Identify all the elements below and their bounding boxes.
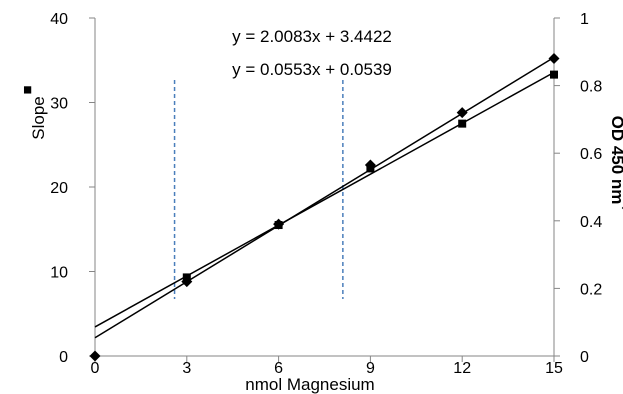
right-tick-label: 0.8 (580, 79, 602, 96)
left-tick-label: 30 (50, 96, 68, 113)
y-axis-left-marker: ■ (19, 85, 36, 94)
left-tick-label: 40 (50, 11, 68, 28)
left-axis: 0 10 20 30 40 (50, 11, 96, 366)
trendline-slope (94, 71, 555, 328)
y-axis-left-title-text: Slope (29, 96, 48, 139)
data-points (89, 53, 560, 362)
x-axis: 0 3 6 9 12 15 (91, 355, 563, 377)
x-tick-label: 6 (274, 360, 283, 377)
left-tick-label: 20 (50, 180, 68, 197)
data-point-diamond (548, 53, 560, 65)
reference-lines (173, 80, 344, 299)
right-tick-label: 0.2 (580, 281, 602, 298)
right-tick-label: 0 (580, 349, 589, 366)
x-tick-label: 15 (545, 360, 563, 377)
x-tick-label: 3 (182, 360, 191, 377)
left-legend-symbol: ■ (19, 85, 36, 94)
data-point-diamond (89, 350, 101, 362)
y-axis-right-marker: ◆ (620, 201, 623, 215)
data-point-diamond (364, 159, 376, 171)
right-tick-label: 0.6 (580, 146, 602, 163)
trendline-od (94, 56, 555, 339)
y-axis-right-title: OD 450 nm (608, 116, 623, 205)
y-axis-left-title: Slope (29, 96, 48, 139)
x-tick-label: 12 (453, 360, 471, 377)
data-point-diamond (181, 276, 193, 288)
left-tick-label: 0 (59, 349, 68, 366)
x-tick-label: 0 (91, 360, 100, 377)
data-point-square (458, 119, 467, 128)
right-tick-label: 0.4 (580, 214, 602, 231)
right-legend-symbol: ◆ (620, 201, 623, 215)
y-axis-right-title-text: OD 450 nm (608, 116, 623, 205)
x-axis-title: nmol Magnesium (245, 375, 374, 394)
trendlines (94, 56, 555, 339)
equation-od: y = 0.0553x + 0.0539 (232, 60, 392, 79)
data-point-diamond (273, 218, 285, 230)
data-point-square (550, 70, 558, 79)
right-axis: 0 0.2 0.4 0.6 0.8 1 (553, 11, 602, 366)
equation-slope: y = 2.0083x + 3.4422 (232, 27, 392, 46)
data-point-diamond (456, 107, 468, 119)
right-tick-label: 1 (580, 11, 589, 28)
left-tick-label: 10 (50, 265, 68, 282)
x-tick-label: 9 (366, 360, 375, 377)
